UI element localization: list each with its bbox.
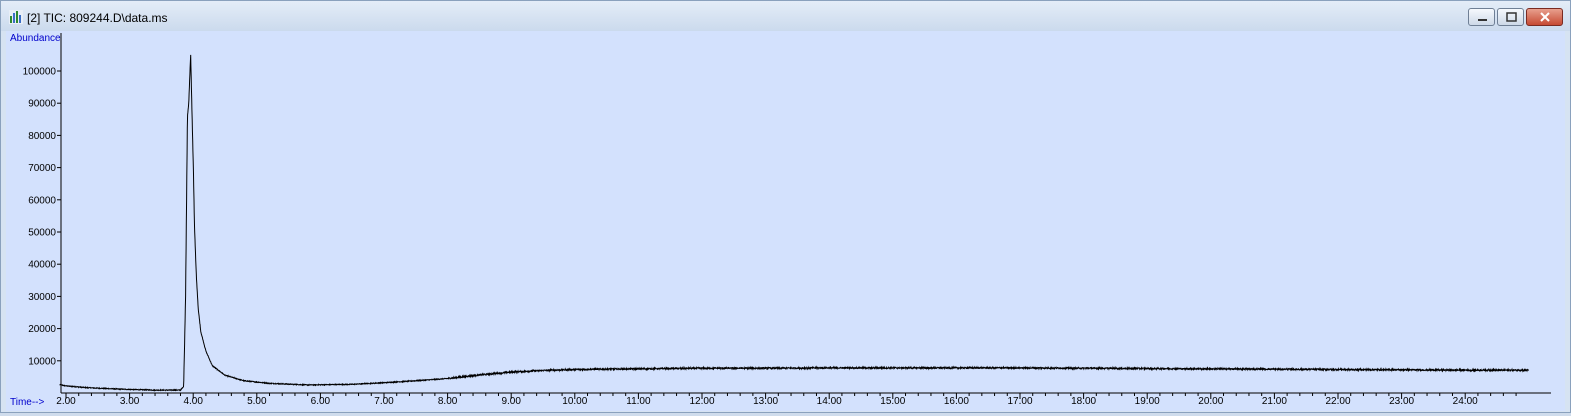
y-tick-label: 20000 xyxy=(28,324,56,335)
x-tick-label: 18.00 xyxy=(1071,396,1096,407)
y-tick-label: 80000 xyxy=(28,131,56,142)
x-tick-label: 2.00 xyxy=(56,396,76,407)
x-tick-label: 21.00 xyxy=(1262,396,1287,407)
x-tick-label: 22.00 xyxy=(1325,396,1350,407)
x-tick-label: 10.00 xyxy=(562,396,587,407)
x-tick-label: 16.00 xyxy=(944,396,969,407)
y-tick-label: 90000 xyxy=(28,99,56,110)
x-axis-label: Time--> xyxy=(10,397,45,408)
x-tick-label: 9.00 xyxy=(501,396,521,407)
x-tick-label: 12.00 xyxy=(689,396,714,407)
x-tick-label: 19.00 xyxy=(1135,396,1160,407)
plot-area[interactable]: Abundance Time--> 10000 20000 30000 40000 50… xyxy=(6,31,1565,411)
y-axis-label: Abundance xyxy=(10,33,61,44)
x-tick-label: 17.00 xyxy=(1007,396,1032,407)
x-tick-label: 20.00 xyxy=(1198,396,1223,407)
minimize-icon xyxy=(1478,19,1487,21)
x-tick-label: 14.00 xyxy=(817,396,842,407)
minimize-button[interactable] xyxy=(1468,8,1495,26)
y-tick-label: 70000 xyxy=(28,163,56,174)
window-title: [2] TIC: 809244.D\data.ms xyxy=(27,11,168,25)
y-tick-label: 30000 xyxy=(28,292,56,303)
restore-button[interactable] xyxy=(1497,8,1524,26)
close-icon xyxy=(1540,12,1550,22)
x-tick-label: 4.00 xyxy=(183,396,203,407)
chromatogram-chart: Abundance Time--> 10000 20000 30000 40000 50… xyxy=(10,33,1551,408)
y-tick-label: 40000 xyxy=(28,260,56,271)
x-tick-label: 3.00 xyxy=(120,396,140,407)
x-tick-label: 13.00 xyxy=(753,396,778,407)
x-tick-label: 5.00 xyxy=(247,396,267,407)
x-tick-label: 7.00 xyxy=(374,396,394,407)
x-tick-label: 11.00 xyxy=(626,396,651,407)
x-tick-label: 23.00 xyxy=(1389,396,1414,407)
x-tick-label: 15.00 xyxy=(880,396,905,407)
tic-trace-line xyxy=(59,54,1529,392)
x-tick-label: 24.00 xyxy=(1453,396,1478,407)
x-tick-label: 8.00 xyxy=(438,396,458,407)
x-tick-label: 6.00 xyxy=(311,396,331,407)
y-tick-label: 60000 xyxy=(28,195,56,206)
chromatogram-app-icon[interactable] xyxy=(9,10,23,24)
restore-icon xyxy=(1506,12,1517,22)
y-tick-label: 100000 xyxy=(23,67,57,78)
close-button[interactable] xyxy=(1526,8,1563,26)
y-tick-label: 10000 xyxy=(28,356,56,367)
title-bar[interactable]: [2] TIC: 809244.D\data.ms xyxy=(1,1,1570,31)
y-tick-label: 50000 xyxy=(28,228,56,239)
